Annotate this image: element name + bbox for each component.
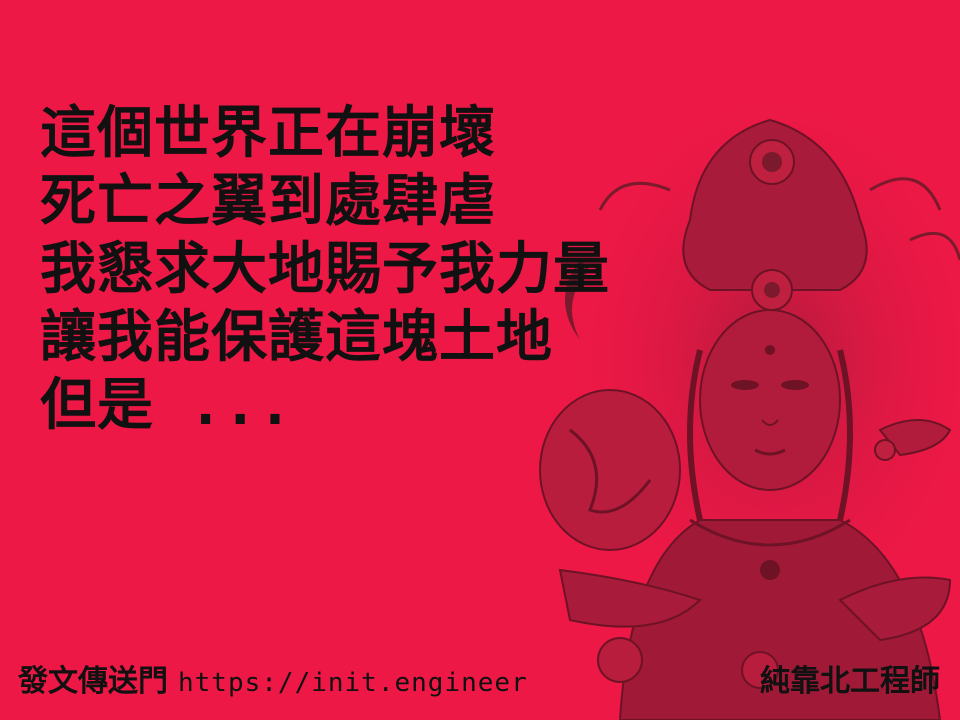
poem-line: 死亡之翼到處肆虐: [40, 169, 496, 234]
footer-link: 發文傳送門 https://init.engineer: [18, 662, 528, 703]
poem-line: 但是 ...: [40, 373, 293, 438]
poem-line: 這個世界正在崩壞: [40, 101, 496, 166]
poem-text: 這個世界正在崩壞 死亡之翼到處肆虐 我懇求大地賜予我力量 讓我能保護這塊土地 但…: [40, 100, 610, 440]
brand-name: 純靠北工程師: [760, 664, 940, 699]
portal-label: 發文傳送門: [18, 664, 168, 699]
poem-line: 我懇求大地賜予我力量: [40, 237, 610, 302]
deity-illustration: [500, 100, 960, 720]
poem-line: 讓我能保護這塊土地: [40, 305, 553, 370]
site-url[interactable]: https://init.engineer: [178, 668, 528, 698]
